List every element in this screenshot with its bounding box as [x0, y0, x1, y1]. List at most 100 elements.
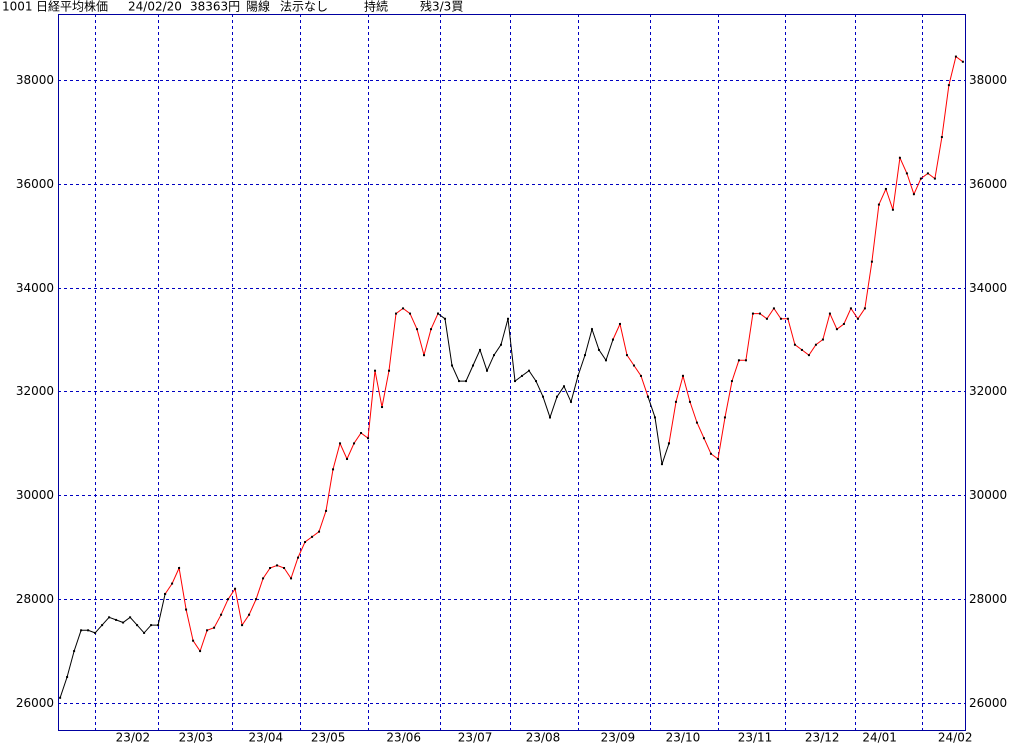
price-point — [793, 343, 796, 346]
price-point — [744, 359, 747, 362]
price-point — [597, 348, 600, 351]
price-point — [66, 676, 69, 679]
price-point — [227, 598, 230, 601]
price-point — [234, 587, 237, 590]
price-point — [87, 629, 90, 632]
price-point — [513, 380, 516, 383]
price-point — [136, 624, 139, 627]
price-point — [332, 468, 335, 471]
price-point — [395, 312, 398, 315]
price-point — [905, 172, 908, 175]
y-tick-label: 38000 — [16, 73, 54, 87]
price-point — [912, 193, 915, 196]
price-point — [709, 452, 712, 455]
price-point — [835, 328, 838, 331]
price-point — [576, 374, 579, 377]
price-point — [632, 364, 635, 367]
price-point — [765, 317, 768, 320]
price-point — [129, 616, 132, 619]
price-point — [779, 317, 782, 320]
price-point — [933, 177, 936, 180]
price-point — [416, 328, 419, 331]
x-tick-label: 23/10 — [666, 731, 701, 745]
header: 1001 日経平均株価 24/02/20 38363円 陽線 法示なし 持続 残… — [2, 0, 463, 14]
price-point — [548, 416, 551, 419]
date: 24/02/20 — [128, 0, 182, 14]
price-point — [625, 354, 628, 357]
price-point — [800, 348, 803, 351]
price-point — [940, 136, 943, 139]
price-point — [269, 567, 272, 570]
price-point — [171, 582, 174, 585]
y-tick-label: 28000 — [16, 592, 54, 606]
price-point — [374, 369, 377, 372]
price-point — [409, 312, 412, 315]
x-tick-label: 23/03 — [179, 731, 214, 745]
y-tick-label: 26000 — [16, 696, 54, 710]
y-tick-label: 36000 — [16, 177, 54, 191]
price-point — [590, 328, 593, 331]
x-tick-label: 23/04 — [249, 731, 284, 745]
price-point — [297, 556, 300, 559]
price-point — [486, 369, 489, 372]
y-tick-label: 34000 — [16, 281, 54, 295]
stock-name: 日経平均株価 — [36, 0, 108, 14]
price-point — [122, 621, 125, 624]
price-point — [870, 260, 873, 263]
price-point — [807, 354, 810, 357]
y-tick-label-right: 34000 — [969, 281, 1007, 295]
price-point — [283, 567, 286, 570]
price-point — [493, 354, 496, 357]
price-point — [604, 359, 607, 362]
price-point — [108, 616, 111, 619]
price-point — [786, 317, 789, 320]
price-point — [143, 631, 146, 634]
price-point — [639, 374, 642, 377]
price-point — [541, 395, 544, 398]
price-point — [157, 624, 160, 627]
price-point — [716, 457, 719, 460]
price-point — [206, 629, 209, 632]
price-line — [59, 313, 670, 698]
price-point — [688, 400, 691, 403]
price-point — [458, 380, 461, 383]
price-point — [660, 463, 663, 466]
price-point — [926, 172, 929, 175]
price-point — [444, 317, 447, 320]
price-point — [646, 395, 649, 398]
x-tick-label: 23/07 — [458, 731, 493, 745]
price-point — [961, 60, 964, 63]
x-tick-label: 23/11 — [738, 731, 773, 745]
price-point — [842, 322, 845, 325]
price-point — [423, 354, 426, 357]
price-point — [73, 650, 76, 653]
price-point — [814, 343, 817, 346]
y-tick-label-right: 28000 — [969, 592, 1007, 606]
price-point — [80, 629, 83, 632]
price-point — [534, 380, 537, 383]
price-point — [290, 577, 293, 580]
price-point — [367, 437, 370, 440]
price-point — [318, 530, 321, 533]
price-point — [178, 567, 181, 570]
price-point — [213, 626, 216, 629]
price-point — [150, 624, 153, 627]
price-point — [723, 416, 726, 419]
price-point — [101, 624, 104, 627]
x-tick-label: 23/12 — [805, 731, 840, 745]
price-point — [185, 608, 188, 611]
price-point — [311, 535, 314, 538]
price-point — [611, 338, 614, 341]
price-point — [220, 613, 223, 616]
price-point — [507, 317, 510, 320]
x-tick-label: 23/09 — [601, 731, 636, 745]
x-tick-label: 24/02 — [938, 731, 973, 745]
price-point — [702, 437, 705, 440]
y-tick-label: 30000 — [16, 488, 54, 502]
price-point — [877, 203, 880, 206]
price-point — [954, 55, 957, 58]
price-point — [115, 618, 118, 621]
price-point — [758, 312, 761, 315]
